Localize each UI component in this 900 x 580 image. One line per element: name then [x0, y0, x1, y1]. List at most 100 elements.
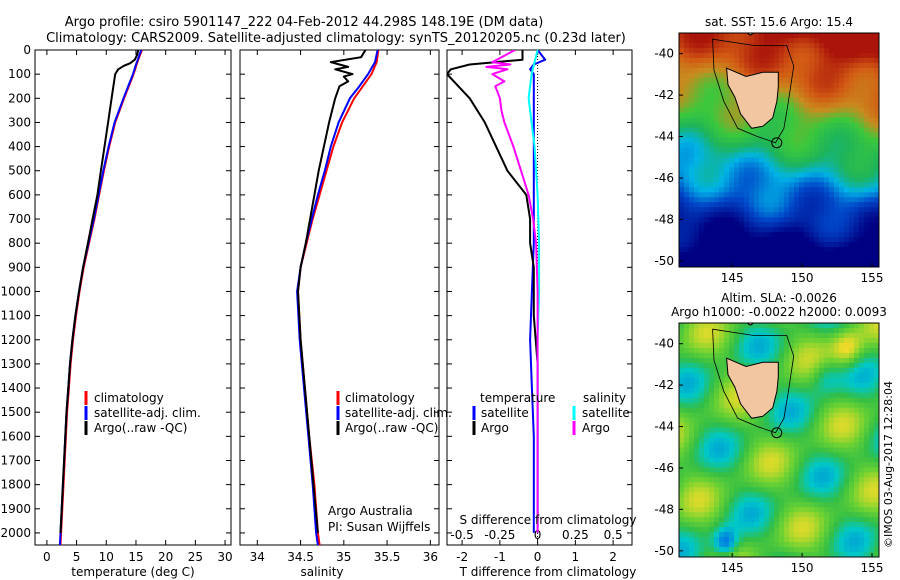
heatmap-cell [854, 512, 860, 518]
heatmap-cell [839, 57, 845, 64]
heatmap-cell [869, 152, 875, 159]
heatmap-cell [834, 237, 840, 243]
heatmap-cell [694, 327, 700, 334]
heatmap-cell [739, 227, 745, 233]
heatmap-cell [719, 442, 725, 449]
heatmap-cell [839, 192, 845, 198]
depth-tick-label: 1800 [0, 478, 31, 492]
heatmap-cell [804, 67, 810, 74]
heatmap-cell [719, 362, 725, 369]
heatmap-cell [804, 397, 810, 404]
heatmap-cell [809, 397, 815, 404]
heatmap-cell [769, 517, 775, 523]
heatmap-cell [869, 187, 875, 193]
heatmap-cell [714, 382, 720, 389]
heatmap-cell [819, 472, 825, 478]
heatmap-cell [784, 197, 790, 203]
heatmap-cell [874, 162, 879, 169]
heatmap-cell [789, 227, 795, 233]
heatmap-cell [804, 392, 810, 399]
heatmap-cell [714, 512, 720, 518]
heatmap-cell [819, 447, 825, 454]
heatmap-cell [854, 387, 860, 394]
heatmap-cell [699, 432, 705, 439]
heatmap-cell [864, 407, 870, 414]
depth-tick-label: 1500 [0, 405, 31, 419]
difference-axes-frame [446, 49, 633, 546]
heatmap-cell [794, 52, 800, 59]
heatmap-cell [829, 412, 835, 419]
heatmap-cell [839, 447, 845, 454]
heatmap-cell [824, 392, 830, 399]
heatmap-cell [694, 392, 700, 399]
heatmap-cell [869, 212, 875, 218]
heatmap-cell [869, 202, 875, 208]
heatmap-cell [859, 332, 865, 339]
heatmap-cell [829, 497, 835, 503]
heatmap-cell [824, 72, 830, 79]
heatmap-cell [719, 472, 725, 478]
heatmap-cell [864, 67, 870, 74]
heatmap-cell [764, 472, 770, 478]
heatmap-cell [699, 197, 705, 203]
heatmap-cell [719, 262, 725, 267]
heatmap-cell [739, 437, 745, 444]
heatmap-cell [734, 437, 740, 444]
heatmap-cell [679, 467, 685, 473]
heatmap-cell [789, 447, 795, 454]
heatmap-cell [794, 117, 800, 124]
heatmap-cell [694, 227, 700, 233]
heatmap-cell [699, 62, 705, 69]
heatmap-cell [694, 552, 700, 557]
heatmap-cell [769, 132, 775, 139]
heatmap-cell [749, 142, 755, 149]
heatmap-cell [819, 57, 825, 64]
heatmap-cell [749, 252, 755, 258]
heatmap-cell [864, 107, 870, 114]
heatmap-cell [809, 552, 815, 557]
heatmap-cell [744, 497, 750, 503]
heatmap-cell [679, 347, 685, 354]
heatmap-cell [684, 87, 690, 94]
heatmap-cell [869, 457, 875, 464]
heatmap-cell [744, 177, 750, 183]
heatmap-cell [764, 537, 770, 543]
heatmap-cell [814, 252, 820, 258]
heatmap-cell [719, 222, 725, 228]
heatmap-cell [714, 407, 720, 414]
heatmap-cell [819, 122, 825, 129]
heatmap-cell [759, 462, 765, 468]
heatmap-cell [679, 252, 685, 258]
heatmap-cell [809, 257, 815, 263]
heatmap-cell [724, 417, 730, 424]
heatmap-cell [774, 487, 780, 493]
heatmap-cell [804, 327, 810, 334]
heatmap-cell [854, 552, 860, 557]
heatmap-cell [754, 257, 760, 263]
heatmap-cell [849, 332, 855, 339]
heatmap-cell [679, 332, 685, 339]
heatmap-cell [699, 392, 705, 399]
heatmap-cell [724, 167, 730, 174]
heatmap-cell [824, 112, 830, 119]
heatmap-cell [714, 437, 720, 444]
heatmap-cell [749, 37, 755, 44]
heatmap-cell [864, 77, 870, 84]
heatmap-cell [864, 427, 870, 434]
depth-tick-label: 400 [8, 140, 31, 154]
heatmap-cell [784, 237, 790, 243]
float-location-marker [771, 137, 783, 149]
heatmap-cell [814, 532, 820, 538]
heatmap-cell [764, 517, 770, 523]
heatmap-cell [859, 222, 865, 228]
heatmap-cell [804, 57, 810, 64]
heatmap-cell [789, 127, 795, 134]
heatmap-cell [824, 52, 830, 59]
heatmap-cell [699, 67, 705, 74]
heatmap-cell [859, 182, 865, 188]
heatmap-cell [794, 157, 800, 164]
heatmap-cell [864, 152, 870, 159]
heatmap-cell [744, 502, 750, 508]
heatmap-cell [754, 37, 760, 44]
heatmap-cell [699, 552, 705, 557]
